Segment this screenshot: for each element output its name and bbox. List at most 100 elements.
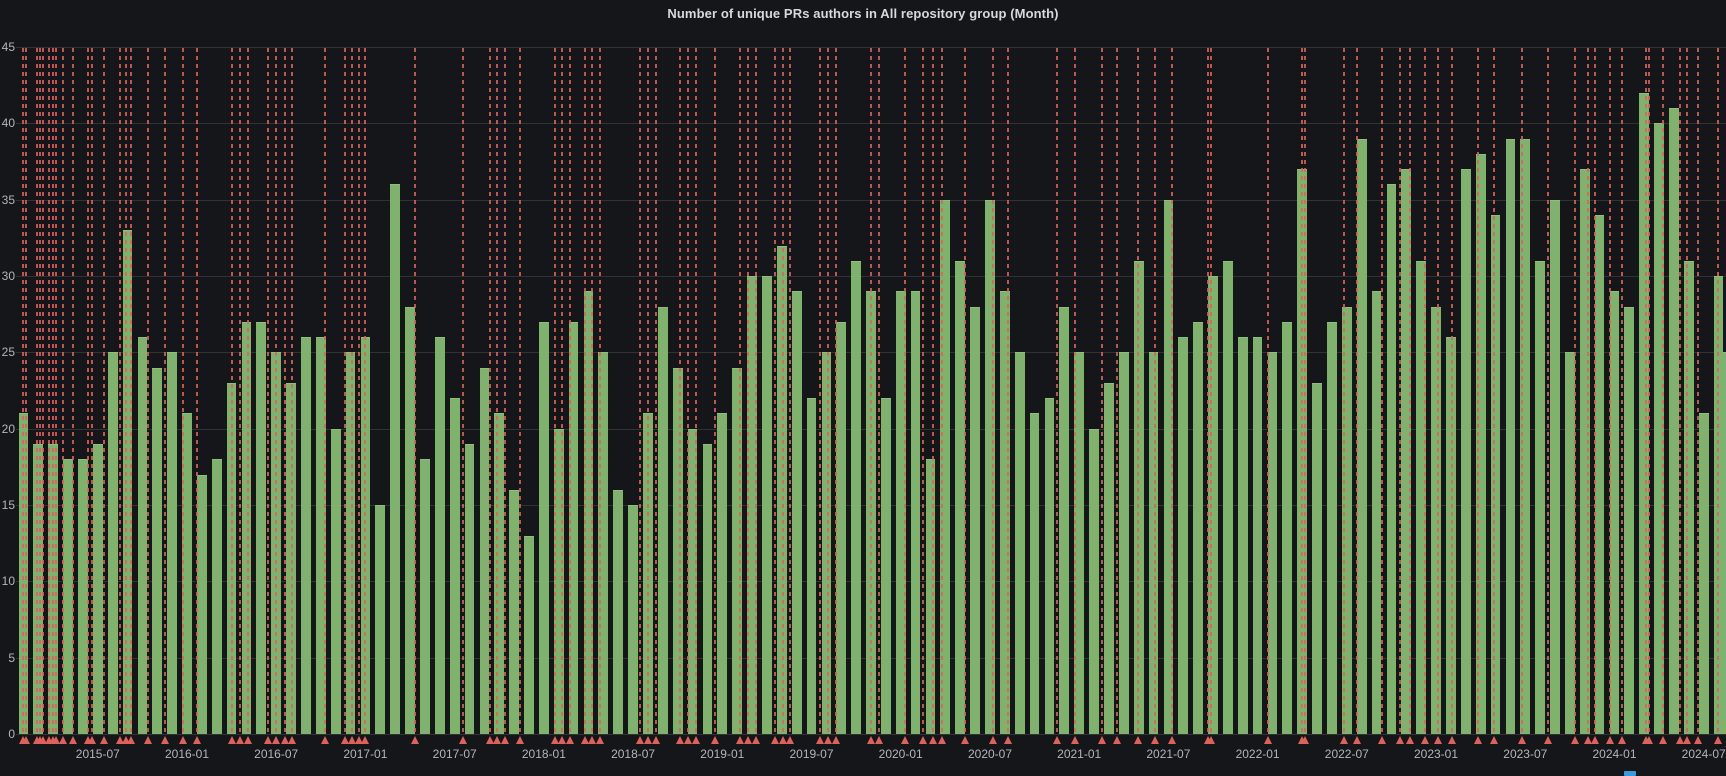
bar[interactable] <box>1460 169 1471 734</box>
annotation-marker-triangle[interactable] <box>1605 736 1614 744</box>
bar[interactable] <box>1579 169 1590 734</box>
annotation-marker-triangle[interactable] <box>900 736 909 744</box>
annotation-marker-triangle[interactable] <box>235 736 244 744</box>
annotation-line[interactable] <box>695 48 697 734</box>
annotation-line[interactable] <box>932 48 934 734</box>
annotation-marker-triangle[interactable] <box>243 736 252 744</box>
annotation-line[interactable] <box>1210 48 1212 734</box>
annotation-marker-triangle[interactable] <box>1583 736 1592 744</box>
bar[interactable] <box>1223 260 1233 734</box>
panel-title[interactable]: Number of unique PRs authors in All repo… <box>667 6 1059 21</box>
annotation-line[interactable] <box>1381 48 1383 734</box>
bar[interactable] <box>851 260 861 734</box>
bar[interactable] <box>1208 276 1218 734</box>
annotation-marker-triangle[interactable] <box>1377 736 1386 744</box>
bar[interactable] <box>107 352 118 734</box>
annotation-line[interactable] <box>1056 48 1058 734</box>
bar[interactable] <box>330 428 341 734</box>
bar[interactable] <box>539 321 549 734</box>
bar[interactable] <box>1654 123 1664 734</box>
bar[interactable] <box>1565 352 1575 734</box>
annotation-marker-triangle[interactable] <box>263 736 272 744</box>
bar[interactable] <box>1609 291 1620 734</box>
annotation-marker-triangle[interactable] <box>320 736 329 744</box>
bar[interactable] <box>836 321 847 734</box>
bar[interactable] <box>821 352 832 734</box>
annotation-line[interactable] <box>119 48 121 734</box>
annotation-marker-triangle[interactable] <box>410 736 419 744</box>
bar[interactable] <box>449 398 460 734</box>
annotation-line[interactable] <box>462 48 464 734</box>
bar[interactable] <box>895 291 906 734</box>
annotation-line[interactable] <box>496 48 498 734</box>
annotation-line[interactable] <box>48 48 50 734</box>
annotation-marker-triangle[interactable] <box>1097 736 1106 744</box>
annotation-line[interactable] <box>291 48 293 734</box>
bar[interactable] <box>1386 184 1397 734</box>
annotation-line[interactable] <box>679 48 681 734</box>
bar[interactable] <box>1044 398 1055 734</box>
bar[interactable] <box>657 306 668 734</box>
annotation-line[interactable] <box>1587 48 1589 734</box>
annotation-line[interactable] <box>1648 48 1650 734</box>
annotation-marker-triangle[interactable] <box>51 736 60 744</box>
bar[interactable] <box>598 352 609 734</box>
annotation-marker-triangle[interactable] <box>557 736 566 744</box>
annotation-line[interactable] <box>358 48 360 734</box>
bar[interactable] <box>1193 321 1203 734</box>
bar[interactable] <box>122 230 133 734</box>
bar-partial[interactable] <box>1723 352 1726 734</box>
annotation-line[interactable] <box>964 48 966 734</box>
bar[interactable] <box>583 291 594 734</box>
bar[interactable] <box>925 459 936 734</box>
annotation-marker-triangle[interactable] <box>710 736 719 744</box>
annotation-marker-triangle[interactable] <box>743 736 752 744</box>
annotation-marker-triangle[interactable] <box>683 736 692 744</box>
annotation-line[interactable] <box>239 48 241 734</box>
annotation-line[interactable] <box>647 48 649 734</box>
annotation-line[interactable] <box>52 48 54 734</box>
bar[interactable] <box>390 184 401 734</box>
annotation-line[interactable] <box>91 48 93 734</box>
bar[interactable] <box>78 459 88 734</box>
bar[interactable] <box>1163 199 1174 734</box>
annotation-marker-triangle[interactable] <box>651 736 660 744</box>
bar[interactable] <box>182 413 192 734</box>
annotation-line[interactable] <box>789 48 791 734</box>
annotation-line[interactable] <box>992 48 994 734</box>
bar[interactable] <box>1327 321 1337 734</box>
bar[interactable] <box>1371 291 1382 734</box>
annotation-marker-triangle[interactable] <box>271 736 280 744</box>
annotation-line[interactable] <box>904 48 906 734</box>
annotation-line[interactable] <box>196 48 198 734</box>
bar[interactable] <box>1520 138 1531 734</box>
bar[interactable] <box>628 505 638 734</box>
bar[interactable] <box>1698 413 1709 734</box>
bar[interactable] <box>1074 352 1085 734</box>
annotation-line[interactable] <box>284 48 286 734</box>
bar[interactable] <box>687 428 698 734</box>
annotation-marker-triangle[interactable] <box>115 736 124 744</box>
bar[interactable] <box>702 443 713 734</box>
annotation-marker-triangle[interactable] <box>68 736 77 744</box>
bar[interactable] <box>1594 214 1605 734</box>
annotation-line[interactable] <box>1267 48 1269 734</box>
bar[interactable] <box>1550 199 1560 734</box>
bar[interactable] <box>524 535 534 734</box>
bar[interactable] <box>1431 306 1441 734</box>
annotation-marker-triangle[interactable] <box>21 736 30 744</box>
bar[interactable] <box>315 337 326 734</box>
annotation-line[interactable] <box>344 48 346 734</box>
annotation-line[interactable] <box>1399 48 1401 734</box>
annotation-line[interactable] <box>1621 48 1623 734</box>
annotation-marker-triangle[interactable] <box>1517 736 1526 744</box>
annotation-marker-triangle[interactable] <box>38 736 47 744</box>
annotation-line[interactable] <box>62 48 64 734</box>
annotation-line[interactable] <box>519 48 521 734</box>
annotation-marker-triangle[interactable] <box>1644 736 1653 744</box>
annotation-marker-triangle[interactable] <box>1206 736 1215 744</box>
annotation-line[interactable] <box>1662 48 1664 734</box>
annotation-marker-triangle[interactable] <box>866 736 875 744</box>
annotation-line[interactable] <box>147 48 149 734</box>
bar[interactable] <box>1639 92 1650 734</box>
